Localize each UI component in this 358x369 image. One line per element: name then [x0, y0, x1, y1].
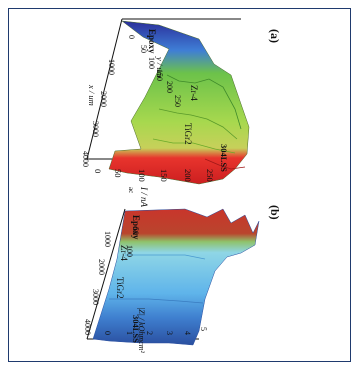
panel-a-y-tick: 100 [147, 57, 156, 69]
panel-a-x-tick: 1000 [107, 59, 116, 75]
panel-b-z-tick: 5 [199, 327, 208, 331]
panel-b-y-tick: 50 [131, 227, 140, 235]
panel-a-y-tick: 250 [173, 95, 182, 107]
panel-b-region-tigr2: TiGr2 [115, 277, 125, 299]
panel-a-surface [108, 20, 250, 185]
panel-b-z-tick: 1 [125, 331, 134, 335]
panel-a-z-tick: 50 [113, 169, 123, 178]
panel-b-y-tick: 100 [125, 245, 134, 257]
panel-b: Epoxy Zr-4 TiGr2 304LSS (b) 1000 2000 30… [83, 205, 282, 354]
panel-b-x-tick: 4000 [83, 319, 92, 335]
panel-a-x-label: x / um [87, 84, 97, 106]
panel-a-y-tick: 200 [165, 81, 174, 93]
panel-a-z-label: I / nA [139, 186, 149, 207]
figure-frame: Epoxy Zr-4 TiGr2 304LSS (a) 0 50 100 150… [8, 8, 351, 362]
panel-a-surface-texture [204, 158, 246, 170]
panel-a-letter: (a) [268, 29, 282, 43]
panel-b-z-tick: 2 [145, 331, 154, 335]
panel-a-x-axis-line [86, 18, 123, 160]
panel-a-y-tick: 50 [139, 45, 148, 53]
panel-a-y-tick: 150 [155, 69, 164, 81]
panel-a-z-sub: ac [127, 187, 135, 193]
figure-canvas: Epoxy Zr-4 TiGr2 304LSS (a) 0 50 100 150… [81, 18, 282, 354]
panel-a-z-tick: 100 [137, 169, 147, 182]
panel-b-x-axis-line [86, 208, 126, 340]
panel-b-z-tick: 0 [103, 331, 112, 335]
panel-b-z-label: |Z| / kOhmcm² [137, 307, 146, 354]
panel-a-z-tick: 0 [93, 169, 103, 173]
panel-a-region-epoxy: Epoxy [147, 29, 157, 54]
panel-b-x-tick: 1000 [103, 231, 112, 247]
panel-a-region-zr4: Zr-4 [189, 85, 199, 101]
panel-a-x-tick: 2000 [99, 91, 108, 107]
panel-b-z-tick: 4 [183, 331, 192, 335]
panel-b-z-tick: 3 [165, 331, 174, 335]
panel-b-letter: (b) [268, 205, 282, 220]
panel-a-x-tick: 4000 [81, 151, 90, 167]
panel-a-z-tick: 250 [205, 169, 215, 182]
panel-a-z-tick: 150 [159, 169, 169, 182]
panel-a-region-304lss: 304LSS [219, 144, 229, 172]
panel-b-region-304lss: 304LSS [131, 315, 141, 343]
panel-b-surface-texture [125, 254, 206, 260]
panel-a-region-tigr2: TiGr2 [183, 123, 193, 145]
panel-b-surface-texture [109, 298, 204, 304]
panel-b-x-tick: 2000 [97, 259, 106, 275]
panel-a-y-label: y / um [155, 56, 165, 78]
panel-b-x-tick: 3000 [91, 289, 100, 305]
panel-a: Epoxy Zr-4 TiGr2 304LSS (a) 0 50 100 150… [81, 18, 282, 207]
panel-a-surface-texture [158, 108, 238, 140]
panel-a-z-tick: 200 [183, 169, 193, 182]
panel-b-region-epoxy: Epoxy [131, 215, 141, 240]
panel-b-region-zr4: Zr-4 [119, 245, 129, 261]
panel-a-surface-texture [152, 138, 236, 154]
panel-a-y-tick: 0 [127, 35, 136, 39]
panel-b-surface [92, 208, 260, 346]
panel-a-surface-texture [166, 74, 242, 130]
panel-a-x-tick: 3000 [91, 121, 100, 137]
